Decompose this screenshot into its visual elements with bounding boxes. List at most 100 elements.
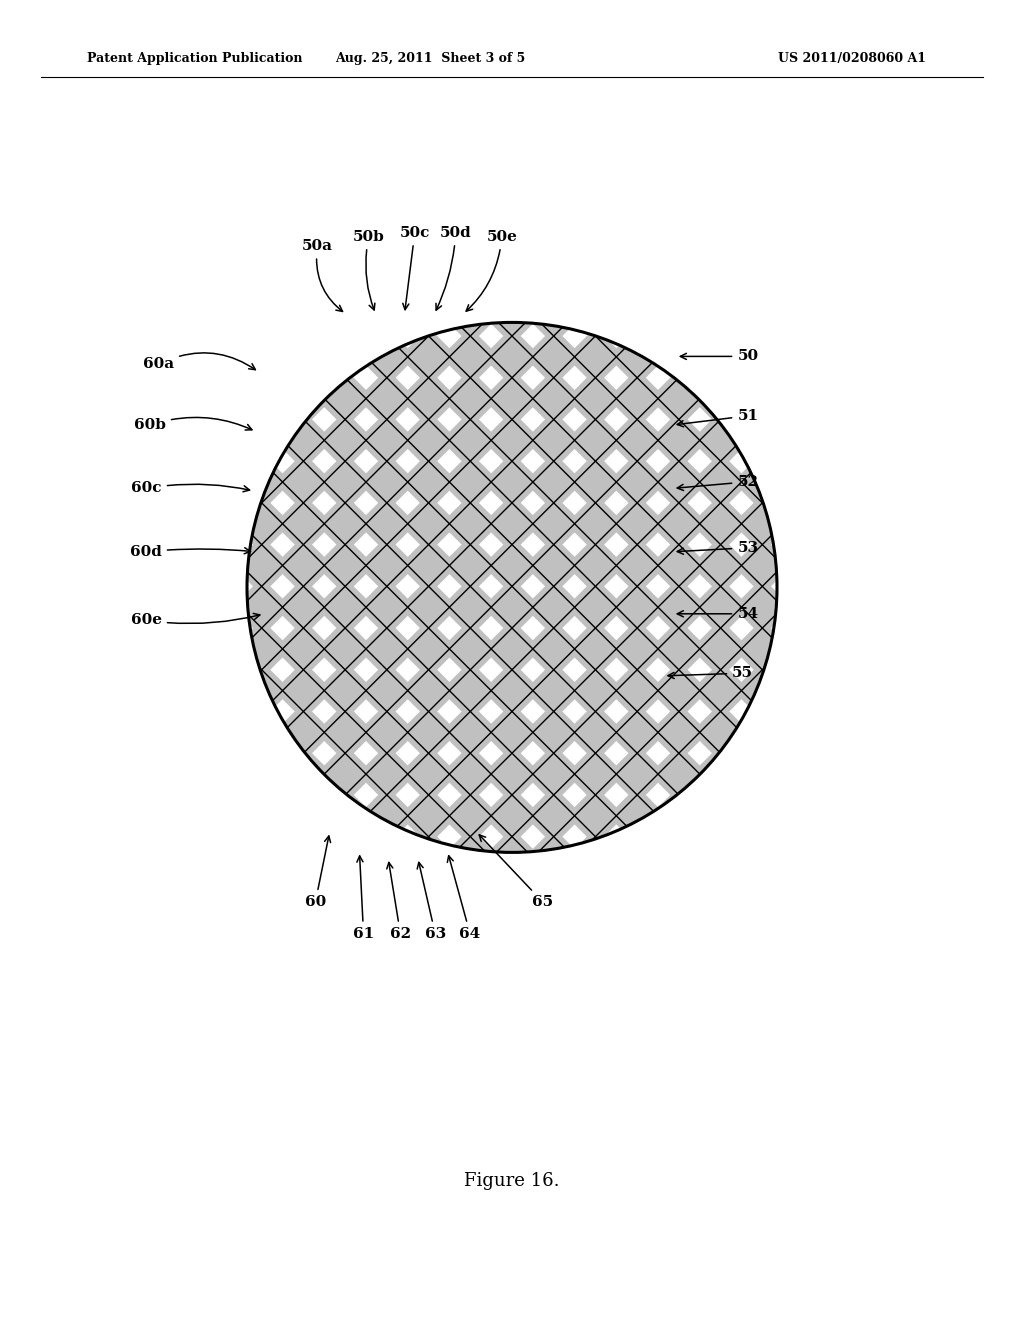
Polygon shape	[357, 744, 417, 804]
Polygon shape	[315, 578, 375, 636]
Text: 60b: 60b	[134, 417, 252, 432]
Polygon shape	[607, 536, 667, 595]
Polygon shape	[315, 744, 375, 804]
Polygon shape	[399, 702, 458, 762]
Polygon shape	[649, 494, 709, 553]
Polygon shape	[524, 828, 584, 887]
Polygon shape	[649, 411, 709, 470]
Polygon shape	[232, 619, 291, 678]
Polygon shape	[399, 578, 458, 636]
Polygon shape	[315, 619, 375, 678]
Polygon shape	[649, 787, 709, 845]
Polygon shape	[566, 453, 625, 512]
Polygon shape	[524, 285, 584, 345]
Polygon shape	[273, 744, 333, 804]
Text: 50d: 50d	[436, 226, 472, 310]
Text: 50c: 50c	[399, 226, 430, 310]
Polygon shape	[649, 453, 709, 512]
Polygon shape	[524, 578, 584, 636]
Polygon shape	[357, 619, 417, 678]
Polygon shape	[482, 744, 542, 804]
Polygon shape	[399, 494, 458, 553]
Text: 53: 53	[677, 541, 759, 554]
Text: Patent Application Publication: Patent Application Publication	[87, 51, 302, 65]
Polygon shape	[482, 285, 542, 345]
Polygon shape	[566, 787, 625, 845]
Polygon shape	[440, 828, 500, 887]
Polygon shape	[482, 494, 542, 553]
Polygon shape	[607, 619, 667, 678]
Text: 51: 51	[677, 409, 759, 426]
Polygon shape	[691, 411, 751, 470]
Polygon shape	[607, 411, 667, 470]
Polygon shape	[524, 327, 584, 387]
Polygon shape	[649, 536, 709, 595]
Polygon shape	[482, 828, 542, 887]
Polygon shape	[566, 578, 625, 636]
Text: 61: 61	[353, 855, 374, 941]
Polygon shape	[399, 411, 458, 470]
Polygon shape	[440, 285, 500, 345]
Polygon shape	[440, 411, 500, 470]
Polygon shape	[607, 494, 667, 553]
Polygon shape	[399, 744, 458, 804]
Polygon shape	[315, 702, 375, 762]
Polygon shape	[691, 370, 751, 428]
Text: Aug. 25, 2011  Sheet 3 of 5: Aug. 25, 2011 Sheet 3 of 5	[335, 51, 525, 65]
Polygon shape	[315, 453, 375, 512]
Text: 64: 64	[447, 855, 480, 941]
Polygon shape	[607, 327, 667, 387]
Polygon shape	[691, 536, 751, 595]
Polygon shape	[649, 744, 709, 804]
Polygon shape	[607, 787, 667, 845]
Polygon shape	[440, 744, 500, 804]
Text: 54: 54	[677, 607, 759, 620]
Polygon shape	[440, 370, 500, 428]
Polygon shape	[482, 661, 542, 721]
Polygon shape	[440, 619, 500, 678]
Polygon shape	[649, 370, 709, 428]
Polygon shape	[399, 370, 458, 428]
Polygon shape	[357, 787, 417, 845]
Polygon shape	[232, 536, 291, 595]
Polygon shape	[566, 494, 625, 553]
Polygon shape	[399, 661, 458, 721]
Polygon shape	[649, 619, 709, 678]
Polygon shape	[399, 828, 458, 887]
Text: 50a: 50a	[302, 239, 343, 312]
Polygon shape	[566, 327, 625, 387]
Polygon shape	[232, 661, 291, 721]
Polygon shape	[357, 578, 417, 636]
Polygon shape	[440, 702, 500, 762]
Polygon shape	[524, 619, 584, 678]
Text: 55: 55	[668, 667, 754, 680]
Polygon shape	[399, 787, 458, 845]
Polygon shape	[357, 370, 417, 428]
Polygon shape	[524, 787, 584, 845]
Polygon shape	[607, 453, 667, 512]
Polygon shape	[733, 578, 792, 636]
Polygon shape	[399, 536, 458, 595]
Polygon shape	[440, 494, 500, 553]
Polygon shape	[273, 411, 333, 470]
Polygon shape	[399, 619, 458, 678]
Polygon shape	[524, 494, 584, 553]
Polygon shape	[482, 411, 542, 470]
Text: 50b: 50b	[352, 230, 385, 310]
Polygon shape	[566, 661, 625, 721]
Polygon shape	[440, 787, 500, 845]
Polygon shape	[482, 370, 542, 428]
Polygon shape	[482, 453, 542, 512]
Polygon shape	[524, 702, 584, 762]
Polygon shape	[482, 619, 542, 678]
Polygon shape	[357, 661, 417, 721]
Polygon shape	[315, 787, 375, 845]
Polygon shape	[357, 327, 417, 387]
Polygon shape	[440, 578, 500, 636]
Polygon shape	[649, 661, 709, 721]
Polygon shape	[399, 453, 458, 512]
Polygon shape	[232, 453, 291, 512]
Polygon shape	[524, 744, 584, 804]
Polygon shape	[482, 536, 542, 595]
Polygon shape	[607, 661, 667, 721]
